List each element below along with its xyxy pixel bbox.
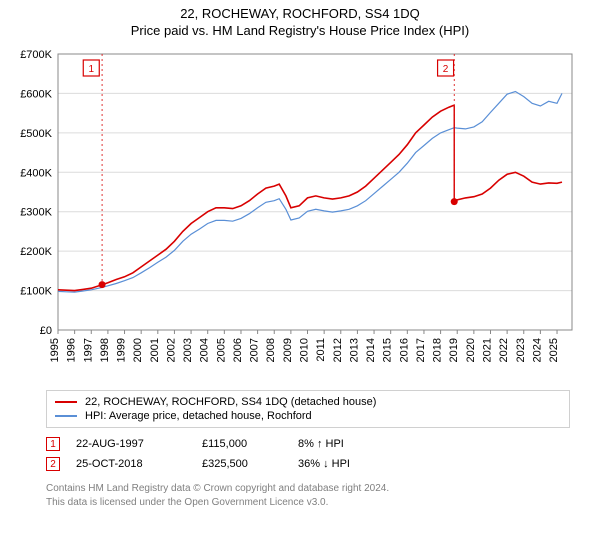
- footnote-line: This data is licensed under the Open Gov…: [46, 496, 570, 510]
- x-tick-label: 2015: [382, 338, 394, 362]
- y-tick-label: £500K: [20, 128, 52, 140]
- y-tick-label: £600K: [20, 88, 52, 100]
- page-title-sub: Price paid vs. HM Land Registry's House …: [0, 23, 600, 38]
- y-tick-label: £300K: [20, 207, 52, 219]
- x-tick-label: 2014: [365, 338, 377, 362]
- x-tick-label: 2019: [448, 338, 460, 362]
- x-tick-label: 2007: [249, 338, 261, 362]
- marker-dot-icon: [99, 281, 106, 288]
- x-tick-label: 2004: [199, 338, 211, 362]
- x-tick-label: 2002: [165, 338, 177, 362]
- transaction-price: £325,500: [202, 458, 282, 470]
- x-tick-label: 2001: [149, 338, 161, 362]
- legend: 22, ROCHEWAY, ROCHFORD, SS4 1DQ (detache…: [46, 390, 570, 428]
- transaction-price: £115,000: [202, 438, 282, 450]
- x-tick-label: 1997: [82, 338, 94, 362]
- x-tick-label: 2012: [332, 338, 344, 362]
- x-tick-label: 2003: [182, 338, 194, 362]
- transaction-date: 25-OCT-2018: [76, 458, 186, 470]
- x-tick-label: 2006: [232, 338, 244, 362]
- transaction-marker-icon: 1: [46, 437, 60, 451]
- x-tick-label: 2000: [132, 338, 144, 362]
- y-tick-label: £100K: [20, 286, 52, 298]
- marker-label-text: 1: [88, 64, 94, 75]
- footnote: Contains HM Land Registry data © Crown c…: [46, 482, 570, 509]
- x-tick-label: 2017: [415, 338, 427, 362]
- y-tick-label: £200K: [20, 246, 52, 258]
- y-tick-label: £0: [40, 325, 52, 337]
- page-title-address: 22, ROCHEWAY, ROCHFORD, SS4 1DQ: [0, 6, 600, 21]
- legend-swatch: [55, 401, 77, 403]
- legend-label: HPI: Average price, detached house, Roch…: [85, 410, 312, 422]
- transaction-date: 22-AUG-1997: [76, 438, 186, 450]
- x-tick-label: 1999: [116, 338, 128, 362]
- price-chart: £0 £100K £200K £300K £400K £500K £600K £700K 199…: [12, 44, 588, 384]
- x-tick-label: 2018: [432, 338, 444, 362]
- x-tick-label: 1996: [66, 338, 78, 362]
- transaction-delta: 36% ↓ HPI: [298, 458, 350, 470]
- y-tick-label: £700K: [20, 49, 52, 61]
- x-tick-label: 2020: [465, 338, 477, 362]
- x-tick-label: 2022: [498, 338, 510, 362]
- marker-label-text: 2: [443, 64, 449, 75]
- legend-swatch: [55, 415, 77, 417]
- x-tick-label: 2008: [265, 338, 277, 362]
- x-tick-label: 2025: [548, 338, 560, 362]
- x-tick-label: 1998: [99, 338, 111, 362]
- transaction-row: 2 25-OCT-2018 £325,500 36% ↓ HPI: [46, 454, 570, 474]
- x-tick-label: 2010: [299, 338, 311, 362]
- series-property-post: [454, 172, 562, 201]
- x-tick-label: 2024: [531, 338, 543, 362]
- transaction-row: 1 22-AUG-1997 £115,000 8% ↑ HPI: [46, 434, 570, 454]
- legend-row: 22, ROCHEWAY, ROCHFORD, SS4 1DQ (detache…: [55, 395, 561, 409]
- legend-row: HPI: Average price, detached house, Roch…: [55, 409, 561, 423]
- x-tick-label: 2013: [348, 338, 360, 362]
- legend-label: 22, ROCHEWAY, ROCHFORD, SS4 1DQ (detache…: [85, 396, 376, 408]
- x-tick-label: 2016: [398, 338, 410, 362]
- transaction-marker-icon: 2: [46, 457, 60, 471]
- y-tick-label: £400K: [20, 167, 52, 179]
- x-tick-label: 2005: [215, 338, 227, 362]
- footnote-line: Contains HM Land Registry data © Crown c…: [46, 482, 570, 496]
- x-tick-label: 2021: [481, 338, 493, 362]
- transaction-delta: 8% ↑ HPI: [298, 438, 344, 450]
- x-tick-label: 2009: [282, 338, 294, 362]
- x-tick-label: 2023: [515, 338, 527, 362]
- x-tick-label: 1995: [49, 338, 61, 362]
- transaction-table: 1 22-AUG-1997 £115,000 8% ↑ HPI 2 25-OCT…: [46, 434, 570, 474]
- x-tick-label: 2011: [315, 338, 327, 362]
